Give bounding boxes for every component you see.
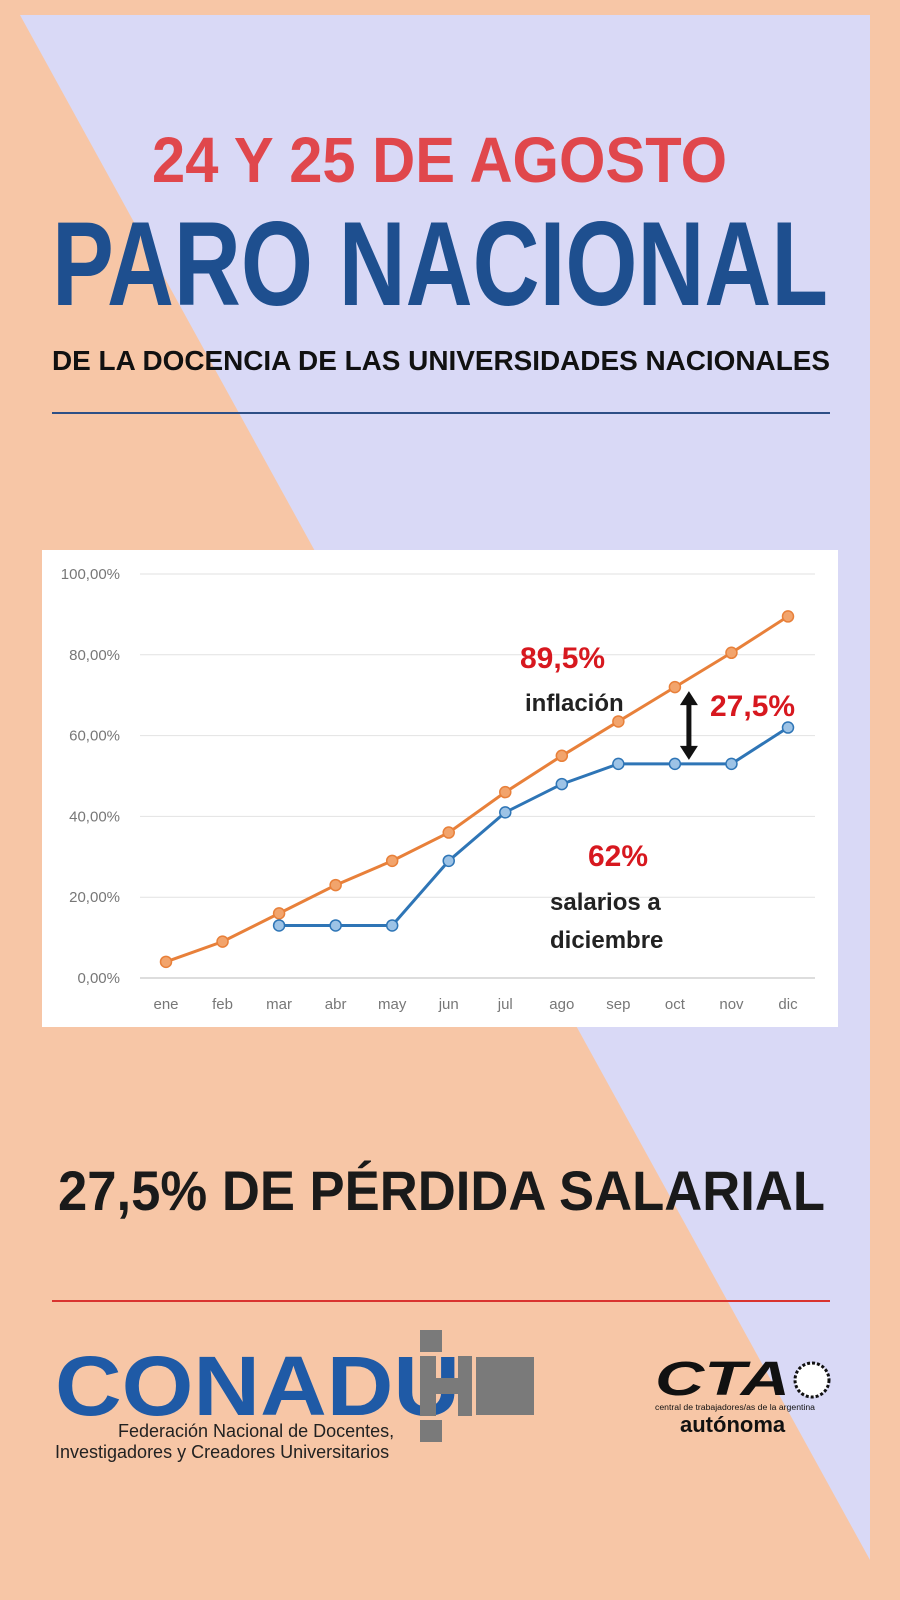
x-tick-label: sep xyxy=(606,996,630,1013)
data-point xyxy=(216,935,229,948)
subtitle: DE LA DOCENCIA DE LAS UNIVERSIDADES NACI… xyxy=(52,345,830,376)
data-point xyxy=(725,646,738,660)
data-point xyxy=(612,757,625,771)
data-point xyxy=(442,826,455,839)
data-point xyxy=(385,919,399,932)
x-tick-label: nov xyxy=(719,996,744,1013)
series-line xyxy=(165,615,789,964)
x-tick-label: jul xyxy=(497,996,513,1013)
logo-sub: autónoma xyxy=(680,1412,786,1437)
data-point xyxy=(499,806,512,819)
gap-arrow-head xyxy=(679,691,698,706)
date: 24 Y 25 DE AGOSTO xyxy=(152,124,727,196)
annotation: 27,5% xyxy=(710,690,795,723)
data-point xyxy=(159,955,173,969)
gap-arrow-head xyxy=(679,745,698,760)
logo-tagline: Federación Nacional de Docentes, xyxy=(118,1421,394,1441)
value-label: 62% xyxy=(588,840,648,873)
x-tick-label: dic xyxy=(778,996,798,1013)
data-point xyxy=(781,610,795,623)
y-tick-label: 80,00% xyxy=(69,647,120,664)
data-point xyxy=(329,878,342,892)
x-tick-label: ago xyxy=(549,996,574,1013)
logo-mark xyxy=(420,1330,534,1442)
logo-tagline: Investigadores y Creadores Universitario… xyxy=(55,1442,389,1462)
data-point xyxy=(499,785,512,799)
x-tick-label: feb xyxy=(212,996,233,1013)
x-tick-label: mar xyxy=(266,996,292,1013)
data-point xyxy=(555,749,569,763)
data-point xyxy=(385,854,399,868)
data-point xyxy=(725,757,738,771)
data-point xyxy=(272,907,286,920)
x-tick-label: oct xyxy=(665,996,686,1013)
x-tick-label: abr xyxy=(325,996,347,1013)
y-tick-label: 60,00% xyxy=(69,728,120,745)
data-point xyxy=(668,757,682,771)
data-point xyxy=(272,919,286,932)
x-tick-label: may xyxy=(378,996,407,1013)
value-label: 89,5% xyxy=(520,642,605,675)
chart-panel xyxy=(42,550,838,1027)
logo-tagline: central de trabajadores/as de la argenti… xyxy=(655,1403,816,1412)
data-point xyxy=(612,715,625,728)
data-point xyxy=(555,777,569,791)
series-name: salarios a diciembre xyxy=(550,889,663,954)
y-tick-label: 20,00% xyxy=(69,889,120,906)
logo-name: CTA xyxy=(655,1353,790,1406)
y-tick-label: 100,00% xyxy=(61,566,120,583)
logo-sun xyxy=(793,1361,831,1399)
y-tick-label: 0,00% xyxy=(77,970,120,987)
series-line xyxy=(279,726,789,927)
logo-name: CONADU xyxy=(55,1339,460,1433)
series-name-line: diciembre xyxy=(550,927,663,954)
series-name-line: salarios a xyxy=(550,889,661,916)
title: PARO NACIONAL xyxy=(52,197,828,331)
data-point xyxy=(668,680,682,694)
x-tick-label: jun xyxy=(438,996,459,1013)
data-point xyxy=(442,854,455,868)
series-name: inflación xyxy=(525,690,624,717)
x-tick-label: ene xyxy=(153,996,178,1013)
chart: 0,00% 20,00% 40,00% 60,00% 80,00% 100,00% ene f… xyxy=(61,566,815,1013)
headline: 27,5% DE PÉRDIDA SALARIAL xyxy=(58,1159,825,1222)
y-tick-label: 40,00% xyxy=(69,808,120,825)
data-point xyxy=(781,721,795,734)
data-point xyxy=(329,919,342,932)
